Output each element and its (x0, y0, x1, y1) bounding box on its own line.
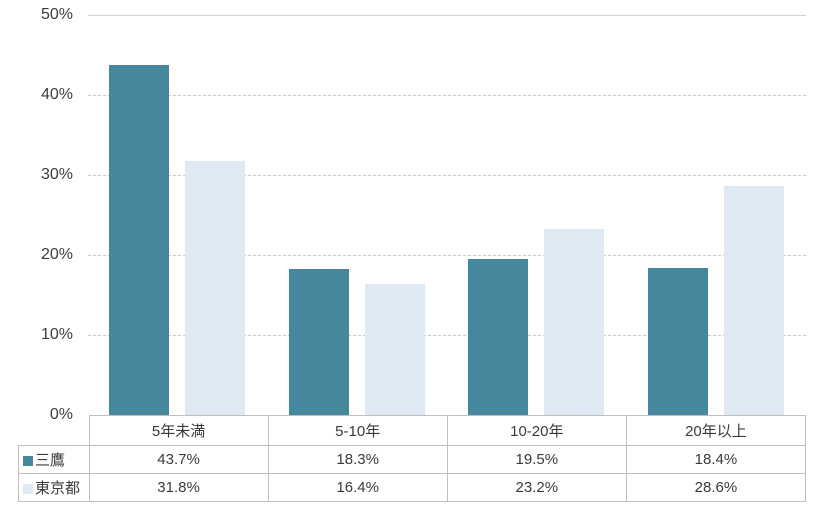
category-header: 5年未満 (88, 415, 269, 446)
gridline-top (88, 15, 806, 16)
category-header-row: 5年未満 5-10年 10-20年 20年以上 (19, 415, 807, 446)
table-corner-spacer (19, 416, 90, 446)
category-header: 20年以上 (625, 415, 807, 446)
bar-東京都-5年未満 (185, 161, 245, 415)
bar-東京都-10-20年 (544, 229, 604, 415)
y-axis-tick-label: 10% (40, 326, 73, 343)
gridline (88, 175, 806, 176)
bar-東京都-5-10年 (365, 284, 425, 415)
series-marker-icon (23, 456, 33, 466)
gridline (88, 335, 806, 336)
gridline (88, 95, 806, 96)
series-name: 三鷹 (35, 452, 66, 469)
value-cell: 31.8% (88, 473, 269, 502)
value-cell: 18.4% (625, 445, 807, 474)
data-table-header: 5年未満 5-10年 10-20年 20年以上 (19, 415, 807, 446)
value-cell: 23.2% (446, 473, 627, 502)
bar-三鷹-5年未満 (109, 65, 169, 415)
value-cell: 19.5% (446, 445, 627, 474)
bar-三鷹-5-10年 (289, 269, 349, 415)
value-cell: 43.7% (88, 445, 269, 474)
data-table: 5年未満 5-10年 10-20年 20年以上 三鷹 43.7% 18.3% 19.5% 18… (18, 415, 807, 502)
value-cell: 16.4% (267, 473, 448, 502)
y-axis-tick-label: 30% (40, 166, 73, 183)
bar-三鷹-20年以上 (648, 268, 708, 415)
value-cell: 18.3% (267, 445, 448, 474)
category-header: 5-10年 (267, 415, 448, 446)
category-header: 10-20年 (446, 415, 627, 446)
value-cell: 28.6% (625, 473, 807, 502)
y-axis-tick-label: 0% (49, 406, 73, 423)
series-marker-icon (23, 484, 33, 494)
legend-cell: 東京都 (18, 473, 90, 502)
legend-cell: 三鷹 (18, 445, 90, 474)
series-name: 東京都 (35, 480, 81, 497)
bar-東京都-20年以上 (724, 186, 784, 415)
y-axis-tick-label: 20% (40, 246, 73, 263)
data-table-body: 三鷹 43.7% 18.3% 19.5% 18.4% 東京都 31.8% 16.4% 23.2%… (18, 445, 807, 502)
y-axis-tick-label: 50% (40, 6, 73, 23)
table-row-東京都: 東京都 31.8% 16.4% 23.2% 28.6% (18, 473, 807, 502)
bar-三鷹-10-20年 (468, 259, 528, 415)
gridline (88, 255, 806, 256)
y-axis-tick-label: 40% (40, 86, 73, 103)
table-row-三鷹: 三鷹 43.7% 18.3% 19.5% 18.4% (18, 445, 807, 474)
